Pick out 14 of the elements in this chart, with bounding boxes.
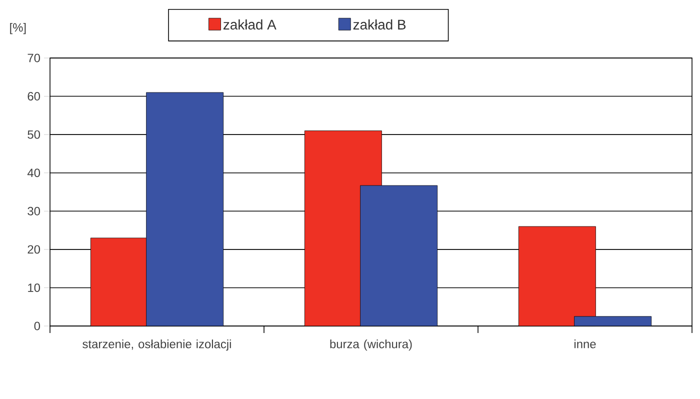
y-tick-label: 60 xyxy=(28,92,40,101)
y-axis-title: [%] xyxy=(10,22,26,34)
y-tick-label: 50 xyxy=(28,130,40,139)
y-tick-label: 70 xyxy=(28,54,40,62)
y-tick-label: 30 xyxy=(28,206,40,216)
legend-label: zakład B xyxy=(353,19,406,30)
x-tick-label: inne xyxy=(574,340,596,348)
x-tick-label: starzenie, osłabienie izolacji xyxy=(82,340,231,351)
y-tick-label: 0 xyxy=(34,322,40,330)
x-tick-label: burza (wichura) xyxy=(330,340,412,351)
legend-label: zakład A xyxy=(223,19,276,30)
y-tick-label: 20 xyxy=(28,245,40,254)
y-tick-label: 40 xyxy=(27,168,40,178)
y-tick-label: 10 xyxy=(28,283,40,292)
